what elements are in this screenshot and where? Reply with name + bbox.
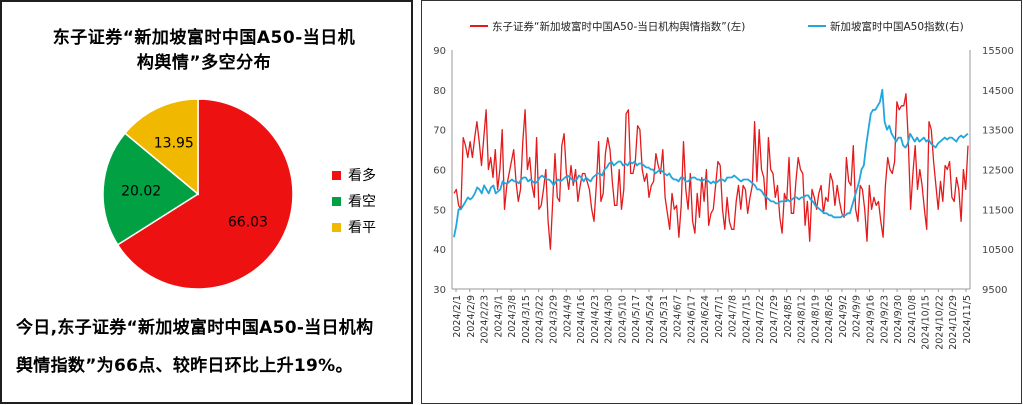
pie-title-line-1: 东子证券“新加坡富时中国A50-当日机 [52,28,356,48]
x-tick-label-33: 2024/10/8 [907,295,918,344]
pie-slice-label-1: 20.02 [121,183,161,199]
legend-swatch-look-flat [332,222,341,232]
sentiment-series-line [453,93,969,250]
legend-item-look-down: 看空 [332,188,376,214]
x-tick-label-19: 2024/7/1 [714,295,725,338]
y-right-tick-5: 14500 [982,86,1014,97]
x-tick-label-3: 2024/3/1 [493,295,504,338]
x-tick-label-20: 2024/7/8 [728,295,739,338]
x-tick-label-14: 2024/5/24 [645,295,656,344]
pie-title: 东子证券“新加坡富时中国A50-当日机 构舆情”多空分布 [24,26,384,76]
commentary-line-1: 今日,东子证券“新加坡富时中国A50-当日机构 [16,318,374,338]
pie-slice-label-0: 66.03 [228,215,268,231]
y-right-tick-3: 12500 [982,166,1014,177]
x-tick-label-30: 2024/9/16 [866,295,877,344]
x-tick-label-10: 2024/4/23 [590,295,601,344]
y-left-tick-4: 70 [433,126,446,137]
x-tick-label-27: 2024/8/26 [824,295,835,344]
y-left-tick-3: 60 [433,166,446,177]
x-tick-label-23: 2024/7/29 [769,295,780,344]
y-right-tick-4: 13500 [982,126,1014,137]
commentary-text: 今日,东子证券“新加坡富时中国A50-当日机构 舆情指数”为66点、较昨日环比上… [16,309,408,385]
x-tick-label-22: 2024/7/22 [755,295,766,344]
legend-label-look-up: 看多 [348,168,376,184]
x-tick-label-31: 2024/9/23 [879,295,890,344]
y-right-tick-0: 9500 [982,285,1007,296]
pie-slice-label-2: 13.95 [154,135,194,151]
x-tick-label-4: 2024/3/8 [507,295,518,338]
pie-slice-1 [102,132,200,246]
x-tick-label-36: 2024/10/29 [948,295,959,350]
x-tick-label-26: 2024/8/19 [810,295,821,344]
commentary-line-2: 舆情指数”为66点、较昨日环比上升19%。 [16,356,353,376]
pie-slice-0 [116,98,294,290]
x-tick-label-34: 2024/10/15 [921,295,932,350]
x-tick-label-11: 2024/4/30 [604,295,615,344]
y-left-tick-0: 30 [433,285,446,296]
y-left-tick-1: 40 [433,245,446,256]
y-left-tick-5: 80 [433,86,446,97]
x-tick-label-7: 2024/3/29 [548,295,559,344]
y-right-tick-1: 10500 [982,245,1014,256]
x-tick-label-18: 2024/6/24 [700,295,711,344]
y-left-tick-6: 90 [433,46,446,57]
legend-label-look-down: 看空 [348,194,376,210]
pie-title-line-2: 构舆情”多空分布 [136,53,272,73]
pie-panel: 东子证券“新加坡富时中国A50-当日机 构舆情”多空分布 66.03 20.02 1… [0,0,413,404]
x-tick-label-16: 2024/6/7 [673,295,684,338]
pie-slice-2 [123,98,199,196]
line-chart: 30 40 50 60 70 80 90 9500 10500 11500 12500 13500 14… [433,20,1014,350]
y-right-tick-2: 11500 [982,205,1014,216]
legend-swatch-look-up [332,170,341,180]
legend-item-look-up: 看多 [332,162,376,188]
legend-text-1: 新加坡富时中国A50指数(右) [830,20,964,33]
x-tick-label-9: 2024/4/16 [576,295,587,344]
x-tick-label-32: 2024/9/30 [893,295,904,344]
x-tick-label-5: 2024/3/15 [521,295,532,344]
x-tick-label-25: 2024/8/12 [797,295,808,344]
x-tick-label-8: 2024/4/9 [562,295,573,338]
x-tick-label-37: 2024/11/5 [962,295,973,344]
legend-swatch-look-down [332,196,341,206]
x-tick-label-24: 2024/8/5 [783,295,794,338]
legend-text-0: 东子证券“新加坡富时中国A50-当日机构舆情指数”(左) [492,20,745,33]
line-panel: 30 40 50 60 70 80 90 9500 10500 11500 12500 13500 14… [421,0,1022,404]
x-tick-label-2: 2024/2/23 [480,295,491,344]
x-tick-label-13: 2024/5/17 [631,295,642,344]
x-tick-label-35: 2024/10/22 [934,295,945,350]
x-tick-label-12: 2024/5/10 [617,295,628,344]
x-tick-label-28: 2024/9/2 [838,295,849,338]
x-tick-label-17: 2024/6/17 [686,295,697,344]
legend-item-look-flat: 看平 [332,214,376,240]
x-tick-label-0: 2024/2/1 [452,295,463,338]
pie-chart: 66.03 20.02 13.95 [102,98,294,290]
pie-legend: 看多 看空 看平 [332,162,376,240]
x-tick-label-1: 2024/2/9 [466,295,477,338]
x-tick-label-6: 2024/3/22 [535,295,546,344]
x-tick-label-15: 2024/5/31 [659,295,670,344]
x-tick-label-29: 2024/9/9 [852,295,863,338]
y-left-tick-2: 50 [433,205,446,216]
y-right-tick-6: 15500 [982,46,1014,57]
index-series-line [453,88,969,238]
legend-label-look-flat: 看平 [348,220,376,236]
x-tick-label-21: 2024/7/15 [741,295,752,344]
